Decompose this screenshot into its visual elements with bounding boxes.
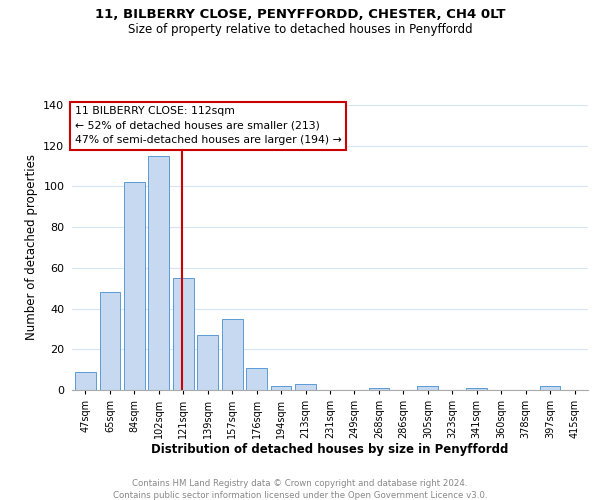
Bar — [271, 386, 292, 390]
Text: 11, BILBERRY CLOSE, PENYFFORDD, CHESTER, CH4 0LT: 11, BILBERRY CLOSE, PENYFFORDD, CHESTER,… — [95, 8, 505, 20]
Bar — [222, 319, 242, 390]
Bar — [466, 388, 487, 390]
Bar — [75, 372, 96, 390]
Y-axis label: Number of detached properties: Number of detached properties — [25, 154, 38, 340]
Text: Size of property relative to detached houses in Penyffordd: Size of property relative to detached ho… — [128, 22, 472, 36]
Bar — [148, 156, 169, 390]
Bar — [418, 386, 438, 390]
Text: Contains HM Land Registry data © Crown copyright and database right 2024.: Contains HM Land Registry data © Crown c… — [132, 479, 468, 488]
Bar — [368, 388, 389, 390]
Bar — [197, 335, 218, 390]
Bar — [124, 182, 145, 390]
Bar — [246, 368, 267, 390]
Bar — [295, 384, 316, 390]
Bar — [540, 386, 560, 390]
Text: 11 BILBERRY CLOSE: 112sqm
← 52% of detached houses are smaller (213)
47% of semi: 11 BILBERRY CLOSE: 112sqm ← 52% of detac… — [74, 106, 341, 145]
Text: Distribution of detached houses by size in Penyffordd: Distribution of detached houses by size … — [151, 442, 509, 456]
Bar — [100, 292, 120, 390]
Text: Contains public sector information licensed under the Open Government Licence v3: Contains public sector information licen… — [113, 491, 487, 500]
Bar — [173, 278, 194, 390]
